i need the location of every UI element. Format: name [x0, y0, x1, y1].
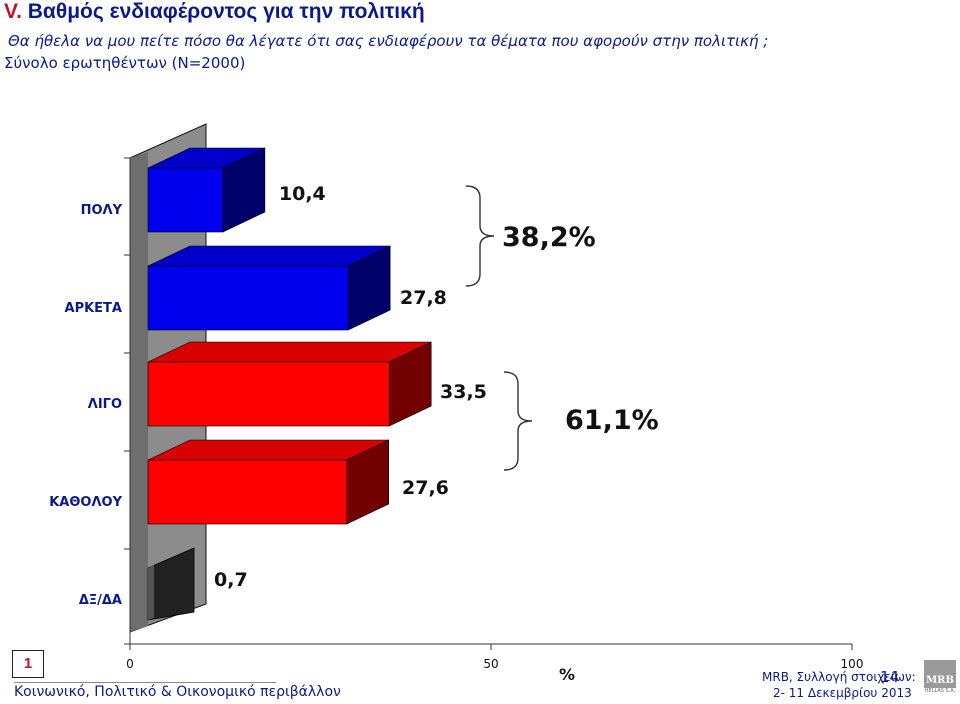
group-bracket — [465, 185, 495, 287]
bar — [147, 459, 348, 525]
category-label: ΑΡΚΕΤΑ — [65, 301, 122, 316]
x-axis-label: % — [559, 665, 575, 684]
data-label: 33,5 — [440, 381, 487, 403]
bar — [147, 361, 390, 427]
data-label: 27,6 — [402, 477, 449, 499]
page-number: 14 — [880, 668, 900, 686]
bar — [147, 265, 349, 331]
x-tick-label: 100 — [841, 657, 864, 671]
bar-top — [147, 341, 432, 363]
group-total-label: 38,2% — [502, 222, 596, 253]
footer-dates: 2- 11 Δεκεμβρίου 2013 — [773, 686, 912, 700]
group-bracket — [503, 371, 533, 471]
group-total-label: 61,1% — [565, 405, 659, 436]
category-label: ΠΟΛΥ — [81, 203, 123, 218]
footer-divider — [14, 682, 276, 683]
category-label: ΔΞ/ΔΑ — [79, 593, 122, 608]
logo-subtext: HELLAS S.A. — [924, 688, 956, 694]
data-label: 10,4 — [279, 183, 326, 205]
mrb-logo: MRB HELLAS S.A. — [924, 660, 956, 700]
data-label: 27,8 — [400, 287, 447, 309]
category-label: ΚΑΘΟΛΟΥ — [49, 495, 122, 510]
footer-source: MRB, Συλλογή στοιχείων: — [762, 670, 916, 684]
title-number: V. — [4, 0, 22, 23]
sample-size: Σύνολο ερωτηθέντων (N=2000) — [4, 54, 246, 72]
chart-wall-side — [130, 152, 148, 632]
category-label: ΛΙΓΟ — [88, 397, 122, 412]
x-tick-label: 0 — [126, 657, 134, 671]
bar-side — [148, 565, 154, 620]
data-label: 0,7 — [214, 569, 248, 591]
footer-section-title: Κοινωνικό, Πολιτικό & Οικονομικό περιβάλ… — [14, 684, 341, 700]
x-tick-label: 50 — [483, 657, 498, 671]
survey-question: Θα ήθελα να μου πείτε πόσο θα λέγατε ότι… — [8, 32, 769, 50]
footer-section-box: 1 — [12, 650, 44, 678]
page-title: V. Βαθμός ενδιαφέροντος για την πολιτική — [4, 0, 425, 24]
bar — [147, 167, 224, 233]
title-text: Βαθμός ενδιαφέροντος για την πολιτική — [27, 0, 425, 23]
logo-text: MRB — [926, 675, 954, 686]
